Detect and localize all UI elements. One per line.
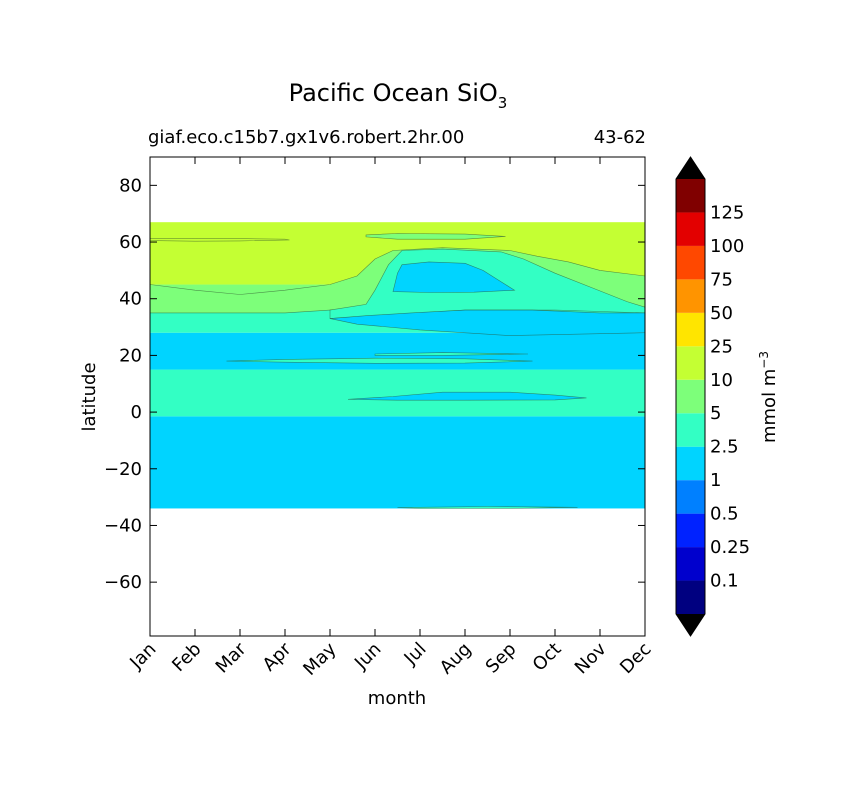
colorbar-bin [676, 580, 705, 614]
colorbar-tick-label: 2.5 [710, 437, 739, 458]
colorbar-tick-label: 75 [710, 269, 733, 290]
x-axis-label: month [368, 688, 426, 709]
colorbar: 0.1 0.25 0.5 1 2.5 5 10 25 50 75 100 125 [675, 156, 750, 637]
x-tick-label: Sep [482, 639, 521, 678]
contour-1-2.5-tongue [329, 309, 645, 336]
years-label: 43-62 [594, 127, 646, 148]
y-tick-label: −60 [104, 572, 142, 593]
colorbar-tick-label: 25 [710, 336, 733, 357]
y-axis: 80 60 40 20 0 −20 −40 −60 [104, 175, 645, 593]
x-tick-label: Mar [212, 638, 251, 677]
colorbar-bin [676, 513, 705, 548]
colorbar-bin [676, 547, 705, 581]
colorbar-tick-label: 10 [710, 370, 733, 391]
contour-region-equatorial-band [150, 369, 645, 417]
x-tick-label: Jun [350, 639, 385, 674]
y-tick-label: 40 [119, 289, 142, 310]
x-tick-label: Oct [529, 639, 566, 676]
colorbar-bin [676, 346, 705, 380]
x-tick-label: Nov [571, 638, 611, 678]
plot-area [150, 157, 645, 636]
y-tick-label: 20 [119, 345, 142, 366]
colorbar-outline [675, 156, 706, 637]
case-name: giaf.eco.c15b7.gx1v6.robert.2hr.00 [148, 127, 464, 148]
colorbar-tick-label: 125 [710, 202, 744, 223]
y-tick-label: 80 [119, 175, 142, 196]
contour-region-southern-band [150, 416, 645, 509]
colorbar-tick-label: 0.25 [710, 537, 750, 558]
colorbar-bin [676, 179, 705, 213]
colorbar-bin [676, 480, 705, 514]
colorbar-bin [676, 413, 705, 447]
contour-1-2.5-dome [392, 261, 516, 293]
y-tick-label: 60 [119, 232, 142, 253]
contour-1-2.5-patch [347, 391, 587, 401]
y-axis-label: latitude [79, 362, 100, 431]
contour-5-10-patch [365, 233, 506, 240]
x-tick-label: Jan [125, 639, 160, 674]
x-tick-label: May [299, 638, 340, 679]
colorbar-tick-label: 0.5 [710, 504, 739, 525]
x-tick-label: Feb [168, 639, 205, 676]
colorbar-bin [676, 446, 705, 481]
plot-frame [149, 156, 646, 637]
colorbar-extend-low [676, 614, 705, 636]
y-tick-label: 0 [131, 402, 142, 423]
colorbar-bin [676, 245, 705, 280]
x-tick-label: Jul [400, 639, 431, 670]
colorbar-bin [676, 379, 705, 414]
colorbar-bin [676, 312, 705, 347]
colorbar-extend-high [676, 157, 705, 179]
contour-2.5-5-streak2 [374, 352, 529, 356]
colorbar-label: mmol m−3 [757, 351, 780, 443]
contour-2.5-5-edge [397, 506, 578, 509]
y-tick-label: −20 [104, 459, 142, 480]
colorbar-tick-label: 1 [710, 470, 721, 491]
colorbar-tick-label: 0.1 [710, 571, 739, 592]
x-tick-label: Apr [259, 638, 296, 675]
colorbar-tick-label: 50 [710, 303, 733, 324]
contour-10-25-sliver [150, 237, 290, 242]
y-tick-label: −40 [104, 515, 142, 536]
x-tick-label: Aug [436, 639, 476, 679]
colorbar-tick-label: 5 [710, 403, 721, 424]
chart-title: Pacific Ocean SiO3 [289, 79, 508, 112]
contour-region-tropical-band [150, 332, 645, 370]
colorbar-bin [676, 279, 705, 313]
colorbar-bin [676, 212, 705, 246]
x-tick-label: Dec [616, 639, 655, 678]
contour-2.5-5-streak [226, 357, 533, 364]
colorbar-tick-label: 100 [710, 236, 744, 257]
